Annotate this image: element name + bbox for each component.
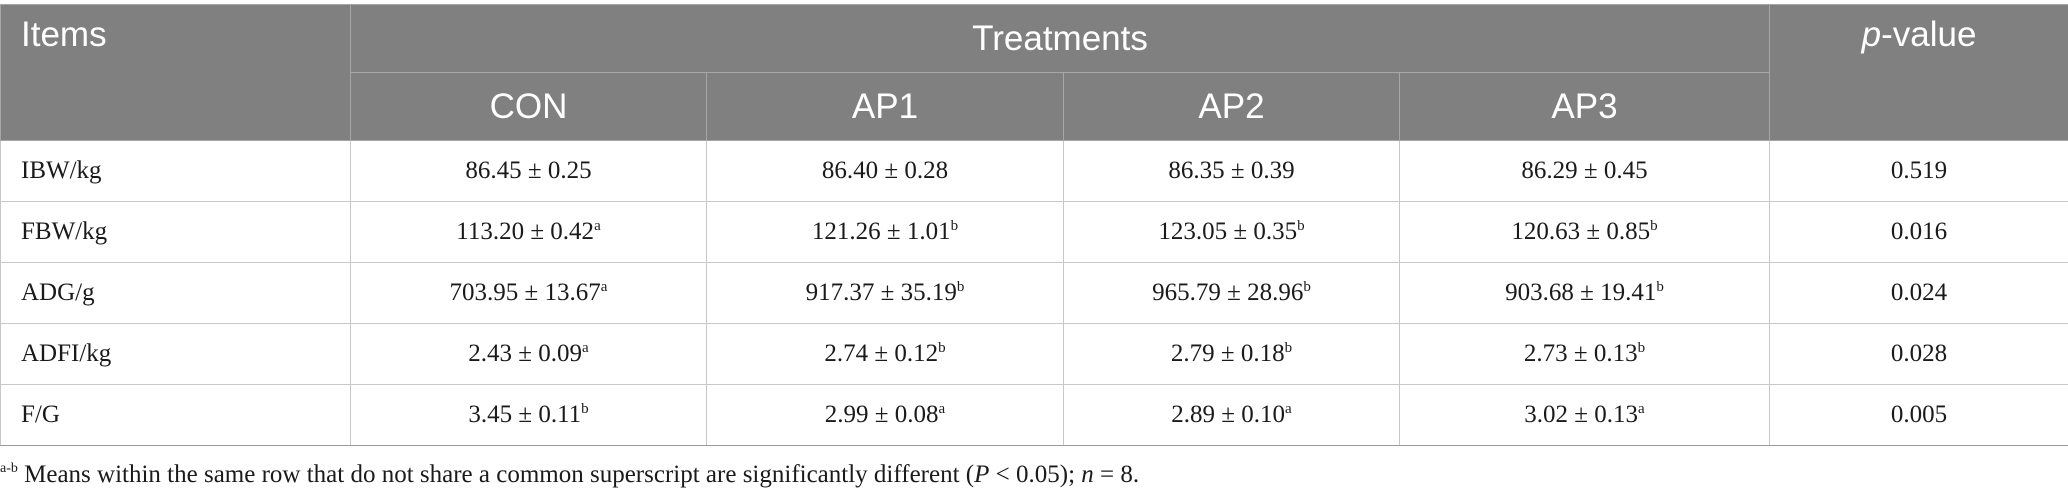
- value-cell: 86.29 ± 0.45: [1398, 140, 1771, 202]
- pvalue-cell: 0.024: [1769, 262, 2068, 324]
- value-cell: 917.37 ± 35.19b: [706, 262, 1064, 324]
- footnote-n-italic: n: [1081, 461, 1094, 488]
- value-cell: 703.95 ± 13.67a: [350, 262, 707, 324]
- pvalue-cell: 0.519: [1769, 140, 2068, 202]
- footnote-superscript: a-b: [0, 461, 18, 476]
- cell-value: 123.05 ± 0.35: [1158, 218, 1298, 245]
- footnote-text-middle: < 0.05);: [989, 461, 1082, 488]
- cell-value: 86.35 ± 0.39: [1168, 157, 1295, 184]
- pvalue-italic-p: p: [1861, 15, 1882, 54]
- table-body: IBW/kg 86.45 ± 0.25 86.40 ± 0.28 86.35 ± 0.…: [0, 140, 2068, 446]
- value-cell: 86.40 ± 0.28: [706, 140, 1064, 202]
- cell-value: 2.89 ± 0.10: [1171, 401, 1286, 428]
- significance-superscript: a: [1285, 401, 1292, 417]
- treatments-column-header: Treatments: [349, 4, 1771, 73]
- significance-superscript: b: [1297, 218, 1305, 234]
- results-table: Items Treatments p-value CON AP1 AP2 AP3…: [0, 4, 2068, 446]
- row-label: FBW/kg: [0, 201, 351, 263]
- significance-superscript: b: [1650, 218, 1658, 234]
- table-row: ADG/g 703.95 ± 13.67a 917.37 ± 35.19b 965.7…: [0, 262, 2068, 324]
- cell-value: 120.63 ± 0.85: [1511, 218, 1651, 245]
- row-label: ADFI/kg: [0, 323, 351, 385]
- value-cell: 3.02 ± 0.13a: [1398, 384, 1771, 446]
- footnote-p-italic: P: [974, 461, 990, 488]
- pvalue-cell: 0.005: [1769, 384, 2068, 446]
- cell-value: 121.26 ± 1.01: [811, 218, 951, 245]
- cell-value: 2.79 ± 0.18: [1170, 340, 1285, 367]
- cell-value: 903.68 ± 19.41: [1505, 279, 1657, 306]
- value-cell: 2.74 ± 0.12b: [706, 323, 1064, 385]
- value-cell: 2.43 ± 0.09a: [350, 323, 707, 385]
- table-header: Items Treatments p-value CON AP1 AP2 AP3: [0, 4, 2068, 141]
- row-label: IBW/kg: [0, 140, 351, 202]
- cell-value: 917.37 ± 35.19: [805, 279, 957, 306]
- cell-value: 2.99 ± 0.08: [824, 401, 939, 428]
- table-row: F/G 3.45 ± 0.11b 2.99 ± 0.08a 2.89 ± 0.10a 3…: [0, 384, 2068, 446]
- value-cell: 121.26 ± 1.01b: [706, 201, 1064, 263]
- value-cell: 3.45 ± 0.11b: [350, 384, 707, 446]
- group-header-ap2: AP2: [1063, 72, 1400, 141]
- value-cell: 2.89 ± 0.10a: [1063, 384, 1400, 446]
- value-cell: 903.68 ± 19.41b: [1398, 262, 1771, 324]
- row-label: ADG/g: [0, 262, 351, 324]
- significance-superscript: b: [1284, 340, 1293, 356]
- results-table-container: Items Treatments p-value CON AP1 AP2 AP3…: [0, 4, 2068, 446]
- significance-superscript: a: [600, 279, 608, 295]
- cell-value: 86.40 ± 0.28: [821, 157, 949, 184]
- pvalue-suffix: -value: [1881, 15, 1977, 54]
- significance-superscript: b: [1656, 279, 1664, 295]
- value-cell: 123.05 ± 0.35b: [1063, 201, 1400, 263]
- cell-value: 2.43 ± 0.09: [468, 340, 583, 367]
- group-header-ap3: AP3: [1398, 72, 1771, 141]
- footnote-text-before: Means within the same row that do not sh…: [17, 461, 975, 488]
- value-cell: 113.20 ± 0.42a: [350, 201, 707, 263]
- table-row: FBW/kg 113.20 ± 0.42a 121.26 ± 1.01b 123.05…: [0, 201, 2068, 263]
- cell-value: 3.45 ± 0.11: [468, 401, 582, 428]
- group-header-con: CON: [350, 72, 707, 141]
- value-cell: 2.73 ± 0.13b: [1398, 323, 1771, 385]
- significance-superscript: b: [956, 279, 965, 295]
- cell-value: 703.95 ± 13.67: [449, 279, 601, 306]
- value-cell: 2.99 ± 0.08a: [706, 384, 1064, 446]
- significance-superscript: b: [950, 218, 959, 234]
- pvalue-column-header: p-value: [1769, 4, 2068, 141]
- significance-superscript: b: [1303, 279, 1311, 295]
- significance-superscript: b: [581, 401, 589, 417]
- table-row: IBW/kg 86.45 ± 0.25 86.40 ± 0.28 86.35 ± 0.…: [0, 140, 2068, 202]
- cell-value: 965.79 ± 28.96: [1152, 279, 1304, 306]
- value-cell: 120.63 ± 0.85b: [1398, 201, 1771, 263]
- value-cell: 965.79 ± 28.96b: [1063, 262, 1400, 324]
- cell-value: 113.20 ± 0.42: [456, 218, 595, 245]
- pvalue-cell: 0.028: [1769, 323, 2068, 385]
- significance-superscript: a: [582, 340, 589, 356]
- cell-value: 2.74 ± 0.12: [824, 340, 939, 367]
- row-label: F/G: [0, 384, 351, 446]
- table-row: ADFI/kg 2.43 ± 0.09a 2.74 ± 0.12b 2.79 ± 0.…: [0, 323, 2068, 385]
- value-cell: 2.79 ± 0.18b: [1063, 323, 1400, 385]
- cell-value: 3.02 ± 0.13: [1524, 401, 1639, 428]
- pvalue-cell: 0.016: [1769, 201, 2068, 263]
- significance-superscript: b: [938, 340, 946, 356]
- value-cell: 86.35 ± 0.39: [1063, 140, 1400, 202]
- group-header-ap1: AP1: [706, 72, 1064, 141]
- footnote-text-after: = 8.: [1093, 461, 1140, 488]
- cell-value: 86.45 ± 0.25: [465, 157, 592, 184]
- value-cell: 86.45 ± 0.25: [350, 140, 707, 202]
- significance-superscript: a: [1638, 401, 1645, 417]
- cell-value: 86.29 ± 0.45: [1521, 157, 1648, 184]
- cell-value: 2.73 ± 0.13: [1523, 340, 1638, 367]
- significance-superscript: a: [594, 218, 601, 234]
- items-column-header: Items: [0, 4, 351, 141]
- significance-superscript: a: [938, 401, 946, 417]
- significance-superscript: b: [1637, 340, 1646, 356]
- table-footnote: a-b Means within the same row that do no…: [0, 461, 1139, 489]
